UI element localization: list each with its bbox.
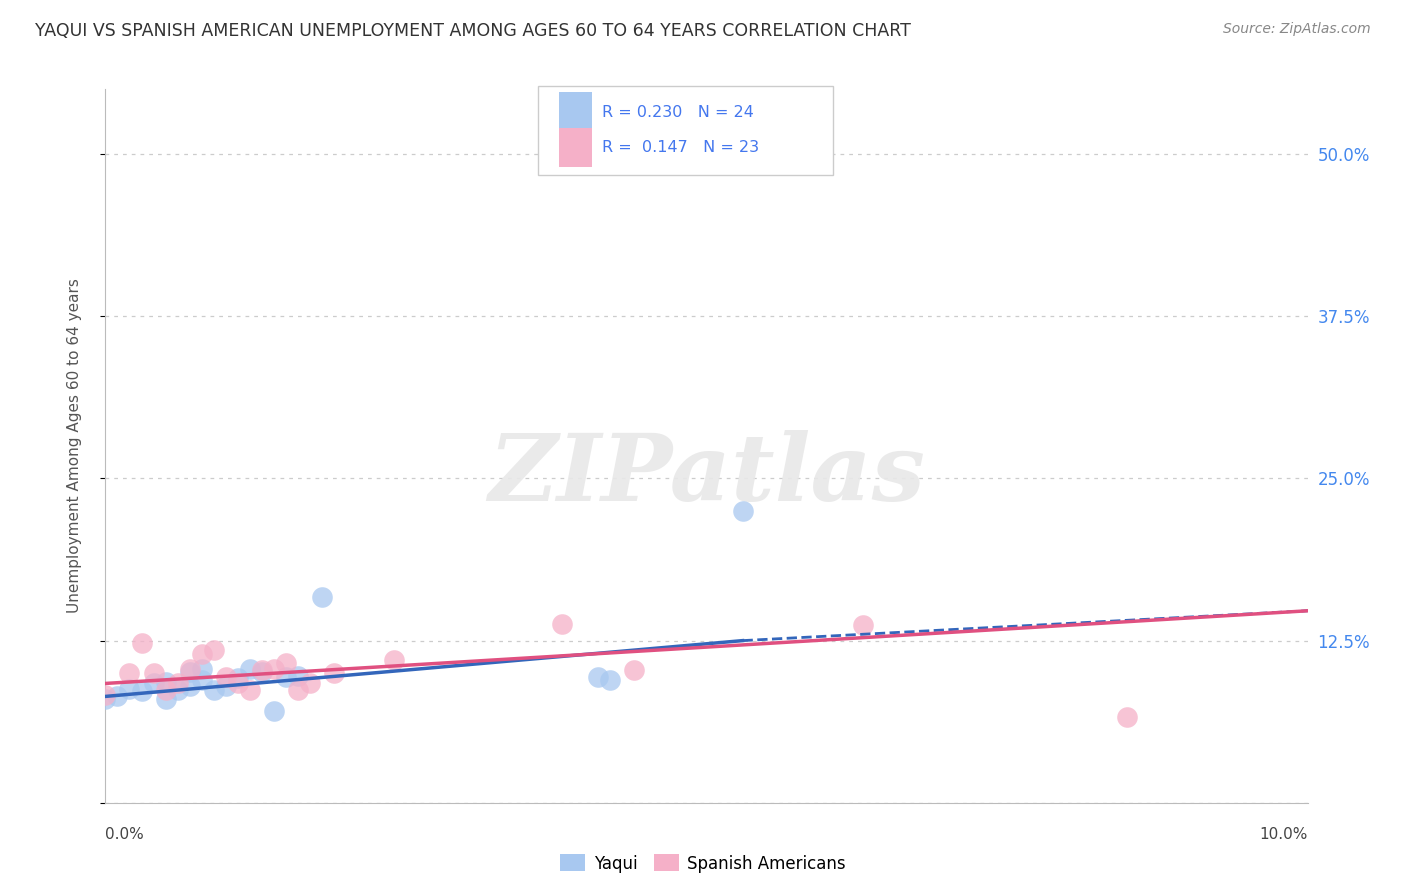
- Text: R = 0.230   N = 24: R = 0.230 N = 24: [602, 104, 754, 120]
- Point: [588, 670, 610, 684]
- Point: [166, 676, 188, 690]
- Point: [226, 676, 249, 690]
- Point: [190, 662, 212, 676]
- Point: [107, 690, 129, 704]
- FancyBboxPatch shape: [558, 93, 592, 132]
- Point: [250, 665, 273, 679]
- Point: [623, 664, 645, 678]
- Text: YAQUI VS SPANISH AMERICAN UNEMPLOYMENT AMONG AGES 60 TO 64 YEARS CORRELATION CHA: YAQUI VS SPANISH AMERICAN UNEMPLOYMENT A…: [35, 22, 911, 40]
- Point: [142, 676, 165, 690]
- Point: [94, 688, 117, 702]
- Point: [202, 682, 225, 697]
- FancyBboxPatch shape: [538, 86, 832, 175]
- Point: [179, 679, 201, 693]
- Point: [274, 670, 297, 684]
- Point: [214, 679, 236, 693]
- Point: [190, 673, 212, 687]
- Point: [131, 684, 153, 698]
- Point: [298, 676, 321, 690]
- Point: [599, 673, 621, 687]
- Point: [239, 682, 262, 697]
- Point: [94, 692, 117, 706]
- Text: Source: ZipAtlas.com: Source: ZipAtlas.com: [1223, 22, 1371, 37]
- Legend: Yaqui, Spanish Americans: Yaqui, Spanish Americans: [554, 847, 852, 880]
- Point: [155, 675, 177, 690]
- Point: [118, 681, 141, 696]
- Text: 10.0%: 10.0%: [1260, 827, 1308, 841]
- Point: [118, 666, 141, 681]
- Point: [852, 618, 875, 632]
- Point: [382, 653, 405, 667]
- Point: [311, 590, 333, 604]
- FancyBboxPatch shape: [558, 128, 592, 168]
- Text: 0.0%: 0.0%: [105, 827, 145, 841]
- Point: [179, 662, 201, 676]
- Point: [190, 647, 212, 661]
- Point: [214, 670, 236, 684]
- Point: [166, 682, 188, 697]
- Point: [322, 666, 344, 681]
- Point: [274, 656, 297, 670]
- Point: [155, 682, 177, 697]
- Point: [202, 642, 225, 657]
- Point: [1116, 710, 1139, 724]
- Point: [263, 662, 285, 676]
- Point: [287, 682, 309, 697]
- Point: [551, 616, 574, 631]
- Point: [142, 666, 165, 681]
- Text: R =  0.147   N = 23: R = 0.147 N = 23: [602, 140, 759, 155]
- Point: [239, 662, 262, 676]
- Point: [731, 504, 754, 518]
- Point: [263, 704, 285, 718]
- Y-axis label: Unemployment Among Ages 60 to 64 years: Unemployment Among Ages 60 to 64 years: [67, 278, 82, 614]
- Point: [131, 636, 153, 650]
- Point: [226, 671, 249, 685]
- Point: [250, 664, 273, 678]
- Text: ZIPatlas: ZIPatlas: [488, 430, 925, 519]
- Point: [179, 665, 201, 679]
- Point: [155, 692, 177, 706]
- Point: [287, 668, 309, 682]
